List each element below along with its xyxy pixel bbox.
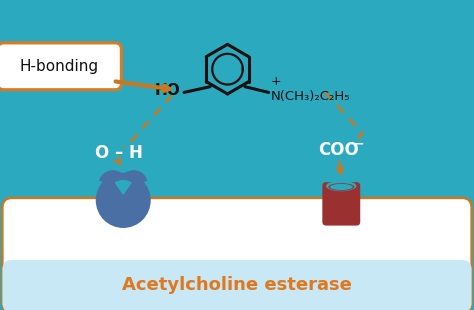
Ellipse shape [326, 181, 356, 191]
Text: +: + [271, 75, 281, 88]
FancyBboxPatch shape [0, 43, 121, 90]
Ellipse shape [328, 183, 355, 191]
Text: COO: COO [319, 141, 359, 159]
Circle shape [96, 173, 151, 228]
FancyBboxPatch shape [2, 260, 472, 310]
Text: O – H: O – H [94, 144, 143, 162]
Text: Acetylcholine esterase: Acetylcholine esterase [122, 276, 352, 294]
FancyBboxPatch shape [2, 198, 472, 310]
Text: H-bonding: H-bonding [20, 59, 99, 74]
Wedge shape [99, 170, 127, 184]
Wedge shape [120, 170, 147, 184]
Ellipse shape [330, 184, 353, 190]
Text: HO: HO [155, 83, 180, 98]
Text: −: − [354, 137, 364, 150]
FancyBboxPatch shape [322, 182, 360, 226]
Wedge shape [115, 180, 132, 195]
Text: N(CH₃)₂C₂H₅: N(CH₃)₂C₂H₅ [271, 90, 350, 103]
